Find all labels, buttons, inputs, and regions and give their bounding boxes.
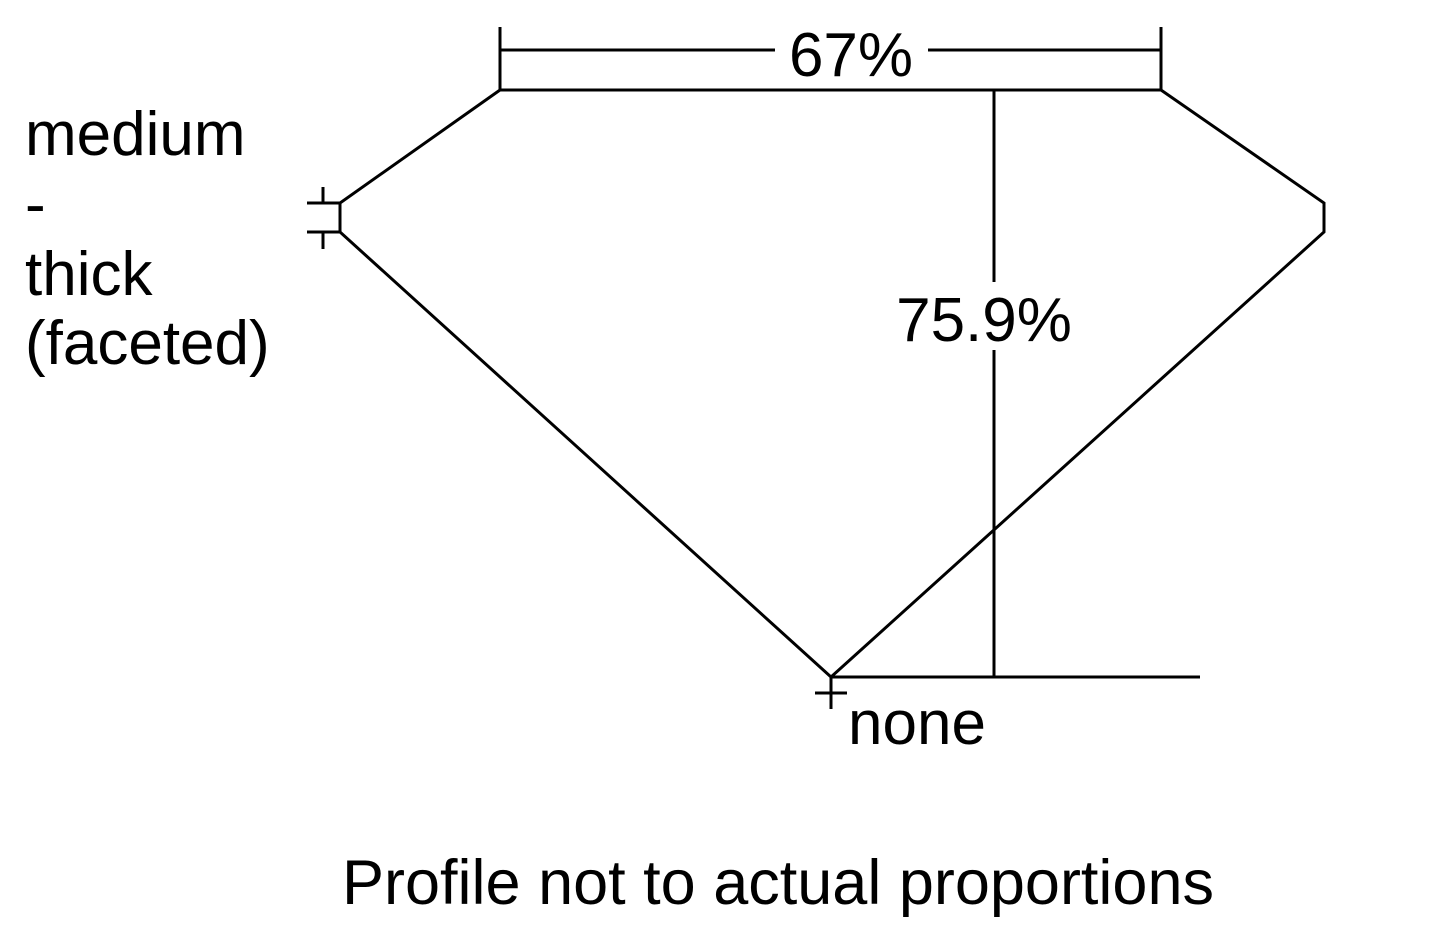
girdle-label-line: - xyxy=(25,170,46,239)
gem-outline xyxy=(338,88,1326,680)
culet-marker xyxy=(815,677,847,709)
table-dimension-line xyxy=(498,27,1163,90)
table-percentage-label: 67% xyxy=(789,21,913,90)
depth-percentage-label: 75.9% xyxy=(896,286,1072,355)
girdle-label: medium - thick (faceted) xyxy=(25,100,270,378)
girdle-label-line: medium xyxy=(25,100,246,169)
girdle-label-line: (faceted) xyxy=(25,309,270,378)
footnote: Profile not to actual proportions xyxy=(342,848,1214,918)
culet-label: none xyxy=(848,689,986,758)
girdle-label-line: thick xyxy=(25,240,153,309)
depth-dimension-line xyxy=(831,90,1200,679)
girdle-marker xyxy=(307,187,340,249)
